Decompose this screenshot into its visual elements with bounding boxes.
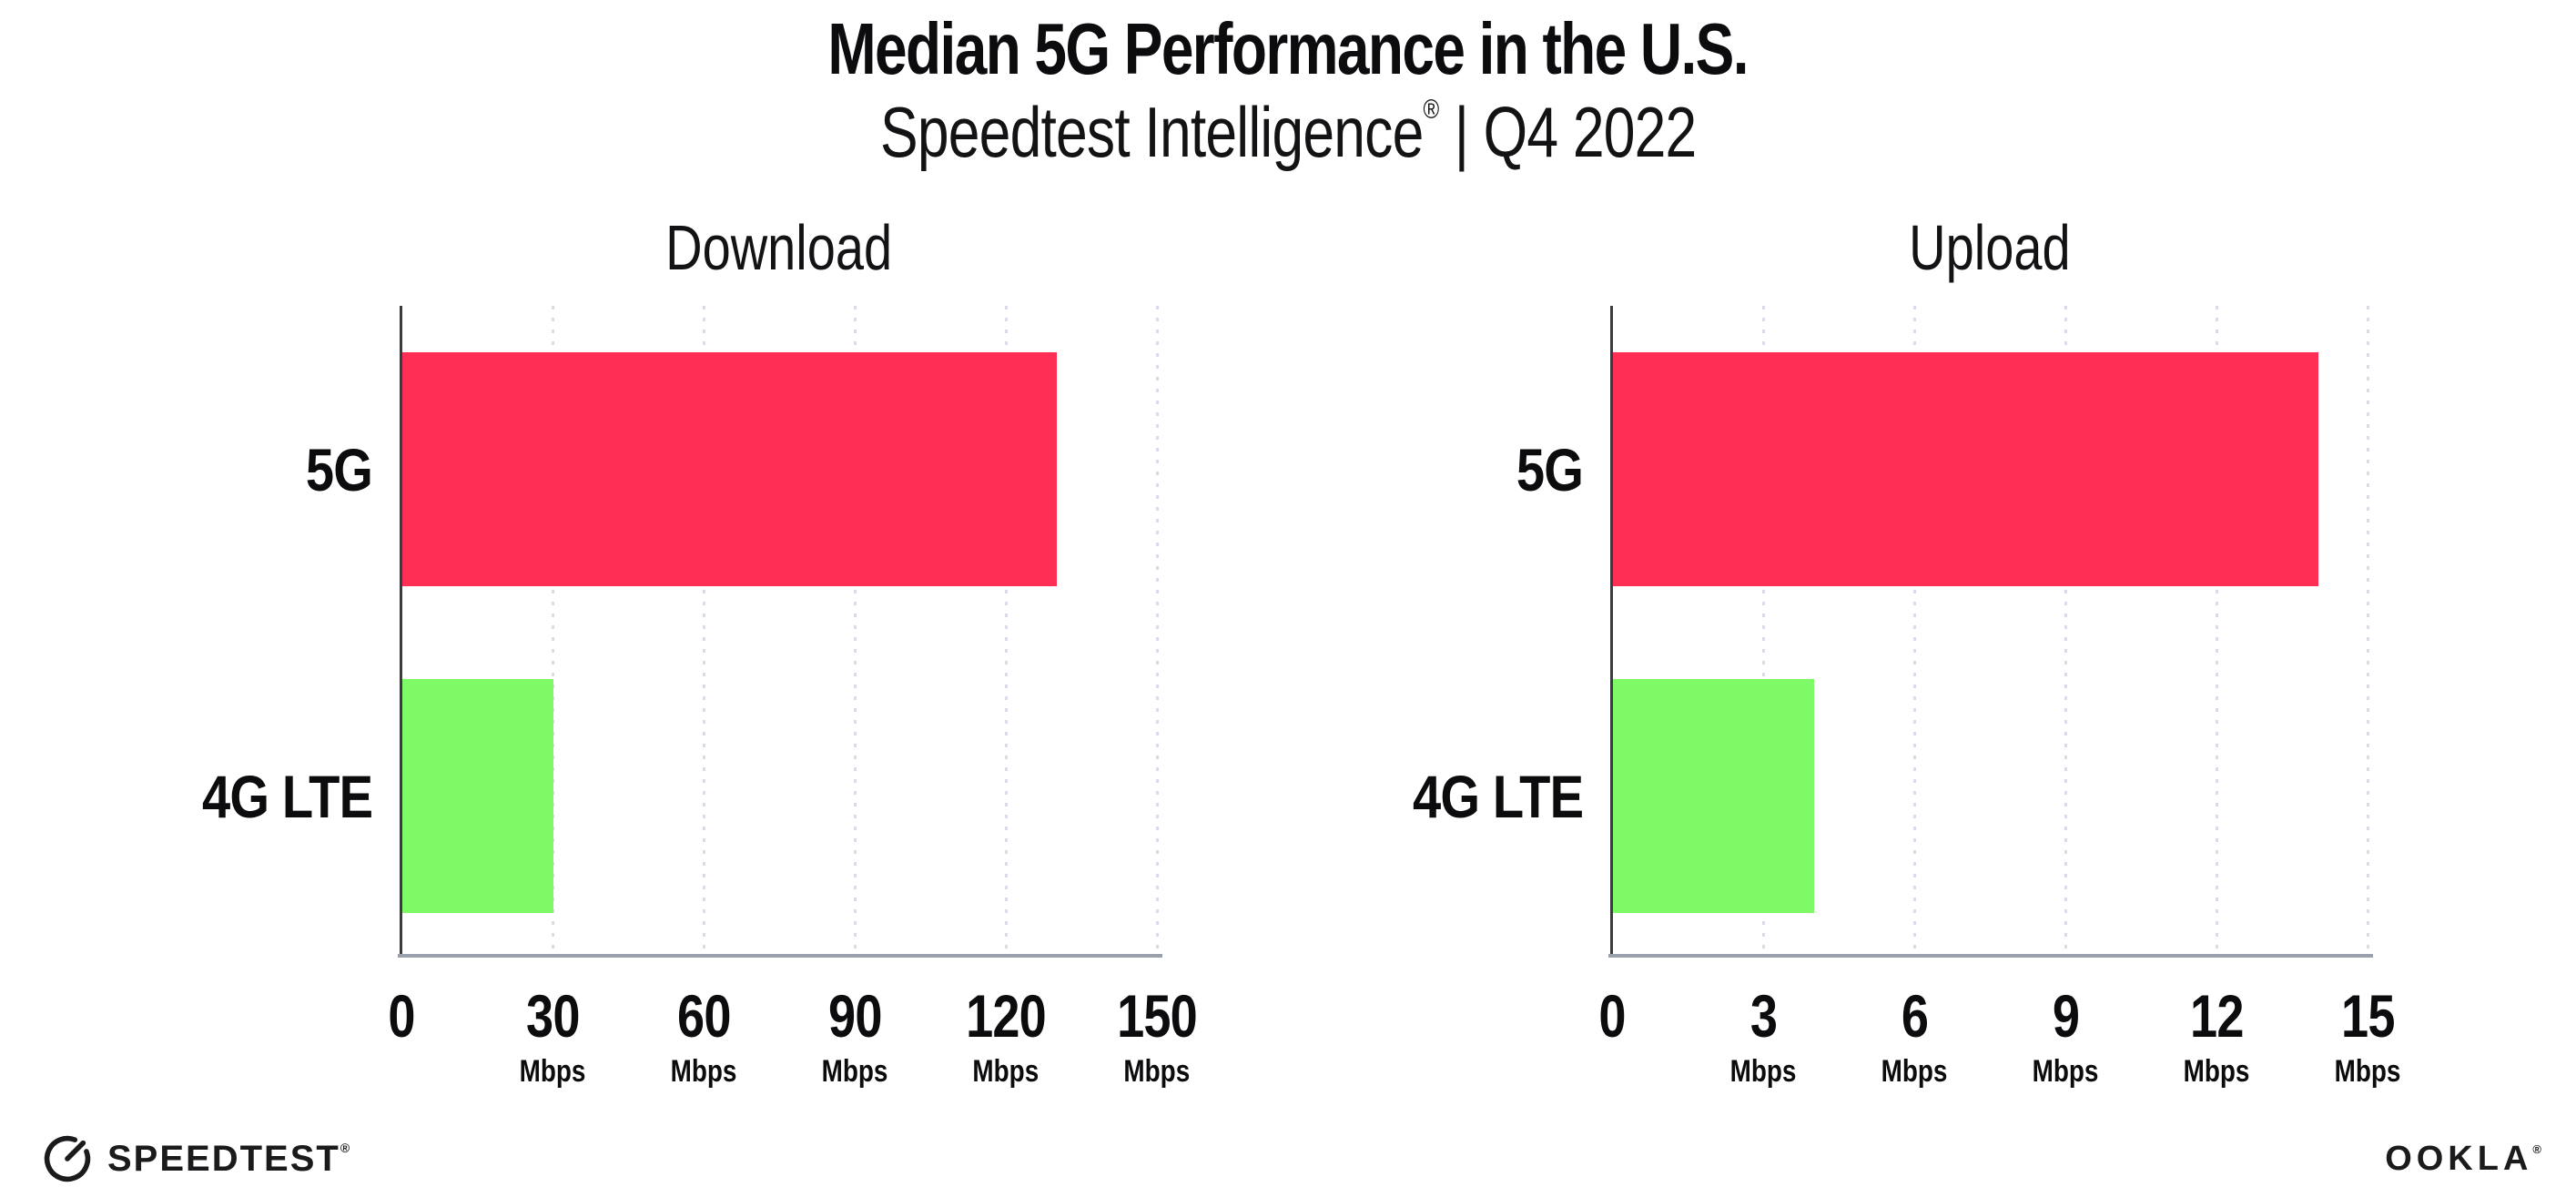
- speedtest-gauge-icon: [44, 1135, 91, 1182]
- gridline-60: [702, 306, 705, 954]
- download-plot-area: [398, 306, 1162, 958]
- registered-symbol: ®: [1423, 95, 1439, 125]
- y-axis-line: [1610, 306, 1613, 958]
- x-axis-line: [398, 954, 1162, 958]
- ookla-logo: OOKLA®: [2385, 1140, 2541, 1179]
- category-label-text: 5G: [1516, 435, 1584, 503]
- x-tick-value: 90: [827, 982, 882, 1050]
- x-tick-unit: Mbps: [2334, 1054, 2401, 1089]
- category-label-5g: 5G: [1219, 435, 1584, 504]
- x-tick-value: 0: [1598, 982, 1626, 1050]
- x-tick-unit: Mbps: [1123, 1054, 1191, 1089]
- x-tick-unit: Mbps: [670, 1054, 737, 1089]
- x-tick-value: 12: [2189, 982, 2244, 1050]
- category-label-5g: 5G: [8, 435, 373, 504]
- x-tick-unit: Mbps: [1881, 1054, 1948, 1089]
- x-tick-0: 0: [385, 983, 418, 1049]
- x-tick-150: 150 Mbps: [1108, 983, 1205, 1089]
- gridline-6: [1912, 306, 1916, 954]
- x-tick-unit: Mbps: [2032, 1054, 2099, 1089]
- x-tick-value: 60: [676, 982, 731, 1050]
- gridline-3: [1761, 306, 1765, 954]
- x-tick-90: 90 Mbps: [815, 983, 896, 1089]
- gridline-90: [853, 306, 857, 954]
- page-subtitle: Speedtest Intelligence® | Q4 2022: [0, 91, 2576, 174]
- download-chart-title: Download: [665, 212, 893, 283]
- registered-symbol: ®: [340, 1140, 352, 1155]
- gridline-150: [1155, 306, 1159, 954]
- x-tick-value: 0: [388, 982, 415, 1050]
- x-tick-unit: Mbps: [2183, 1054, 2250, 1089]
- speedtest-wordmark: SPEEDTEST®: [107, 1138, 352, 1179]
- x-tick-60: 60 Mbps: [664, 983, 745, 1089]
- gridline-120: [1004, 306, 1008, 954]
- x-tick-value: 9: [2052, 982, 2079, 1050]
- category-label-text: 4G LTE: [201, 762, 373, 830]
- subtitle-period: | Q4 2022: [1438, 92, 1697, 172]
- bar-4g-lte: [402, 679, 553, 913]
- x-tick-3: 3 Mbps: [1723, 983, 1804, 1089]
- x-tick-unit: Mbps: [821, 1054, 888, 1089]
- x-tick-15: 15 Mbps: [2328, 983, 2409, 1089]
- ookla-wordmark: OOKLA: [2385, 1140, 2533, 1178]
- category-label-4g-lte: 4G LTE: [8, 762, 373, 831]
- category-label-4g-lte: 4G LTE: [1219, 762, 1584, 831]
- upload-plot-area: [1608, 306, 2373, 958]
- x-tick-0: 0: [1596, 983, 1628, 1049]
- x-axis-line: [1608, 954, 2373, 958]
- x-tick-unit: Mbps: [1729, 1054, 1797, 1089]
- x-tick-value: 6: [1901, 982, 1928, 1050]
- x-tick-value: 3: [1749, 982, 1777, 1050]
- y-axis-line: [400, 306, 402, 958]
- x-tick-unit: Mbps: [519, 1054, 586, 1089]
- category-label-text: 4G LTE: [1412, 762, 1584, 830]
- page-title-text: Median 5G Performance in the U.S.: [827, 8, 1749, 89]
- registered-symbol: ®: [2532, 1142, 2541, 1156]
- x-tick-12: 12 Mbps: [2176, 983, 2257, 1089]
- x-tick-9: 9 Mbps: [2025, 983, 2106, 1089]
- page-subtitle-text: Speedtest Intelligence® | Q4 2022: [879, 91, 1697, 174]
- x-tick-30: 30 Mbps: [512, 983, 593, 1089]
- subtitle-brand: Speedtest Intelligence: [879, 92, 1424, 172]
- bar-4g-lte: [1613, 679, 1815, 913]
- speedtest-logo: SPEEDTEST®: [42, 1132, 351, 1185]
- download-chart-panel: Download 5G 4G LTE 0 30 Mbps 60 Mbps 90 Mbps 120 M…: [202, 212, 1198, 1089]
- upload-chart-panel: Upload 5G 4G LTE 0 3 Mbps 6 Mbps 9 Mbps 12 Mbps 15 M…: [1413, 212, 2401, 1089]
- upload-chart-title: Upload: [1909, 212, 2071, 283]
- x-tick-120: 120 Mbps: [957, 983, 1054, 1089]
- x-tick-unit: Mbps: [972, 1054, 1040, 1089]
- category-label-text: 5G: [305, 435, 373, 503]
- bar-5g: [402, 352, 1058, 586]
- x-tick-value: 15: [2340, 982, 2395, 1050]
- page-title: Median 5G Performance in the U.S.: [0, 7, 2576, 91]
- x-tick-value: 150: [1117, 982, 1198, 1050]
- x-tick-6: 6 Mbps: [1874, 983, 1955, 1089]
- bar-5g: [1613, 352, 2318, 586]
- x-tick-value: 30: [525, 982, 580, 1050]
- gridline-12: [2215, 306, 2218, 954]
- gridline-30: [551, 306, 554, 954]
- x-tick-value: 120: [966, 982, 1047, 1050]
- gridline-15: [2366, 306, 2369, 954]
- gridline-9: [2064, 306, 2067, 954]
